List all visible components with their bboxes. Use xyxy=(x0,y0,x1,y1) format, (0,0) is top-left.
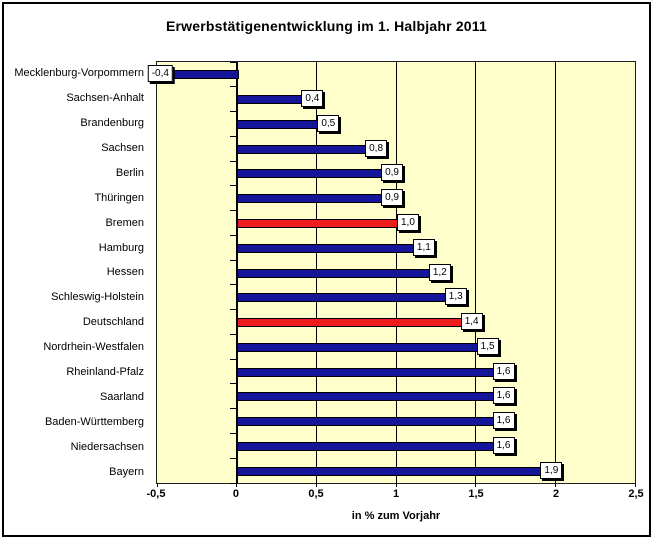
value-axis: -0,5 0 0,5 1 1,5 2 2,5 xyxy=(147,488,644,504)
value-label-brandenburg: 0,5 xyxy=(317,114,340,132)
bar-saarland xyxy=(236,392,494,402)
value-label-bayern: 1,9 xyxy=(540,461,563,479)
value-axis-tick xyxy=(236,483,238,487)
category-tick xyxy=(229,160,236,162)
category-label-sachsen: Sachsen xyxy=(101,142,144,155)
category-tick xyxy=(229,259,236,261)
value-label-berlin: 0,9 xyxy=(381,164,403,182)
category-axis: Mecklenburg-Vorpommern Sachsen-Anhalt Bran… xyxy=(8,61,150,484)
bar-bayern xyxy=(236,466,542,476)
category-tick xyxy=(229,333,236,335)
category-label-berlin: Berlin xyxy=(115,166,144,179)
category-label-hamburg: Hamburg xyxy=(98,241,144,254)
value-label-thüringen: 0,9 xyxy=(381,189,403,207)
category-label-deutschland: Deutschland xyxy=(82,316,144,329)
xtick-label--0-5: -0,5 xyxy=(146,488,166,500)
category-label-brandenburg: Brandenburg xyxy=(80,117,144,130)
value-label-baden-württemberg: 1,6 xyxy=(492,412,515,430)
category-tick xyxy=(229,358,236,360)
bar-mecklenburg-vorpommern xyxy=(172,70,239,80)
bar-schleswig-holstein xyxy=(236,293,446,303)
bar-brandenburg xyxy=(236,119,319,129)
value-label-rheinland-pfalz: 1,6 xyxy=(492,362,515,380)
value-label-hamburg: 1,1 xyxy=(412,238,435,256)
category-label-thüringen: Thüringen xyxy=(94,191,144,204)
category-tick xyxy=(229,210,236,212)
value-axis-tick xyxy=(315,483,317,487)
x-axis-title: in % zum Vorjahr xyxy=(351,510,441,522)
category-tick xyxy=(229,185,236,187)
xtick-label-2-5: 2,5 xyxy=(628,488,644,500)
category-label-hessen: Hessen xyxy=(106,266,144,279)
bar-baden-württemberg xyxy=(236,417,494,427)
bar-bremen xyxy=(236,218,398,228)
category-tick xyxy=(229,86,236,88)
category-tick xyxy=(229,482,236,484)
category-tick xyxy=(229,234,236,236)
xtick-label-1: 1 xyxy=(392,488,400,500)
category-label-bremen: Bremen xyxy=(105,216,144,229)
category-tick xyxy=(229,383,236,385)
category-tick xyxy=(229,111,236,113)
value-axis-tick xyxy=(475,483,477,487)
bar-sachsen-anhalt xyxy=(236,95,303,105)
value-label-nordrhein-westfalen: 1,5 xyxy=(476,337,499,355)
value-axis-tick xyxy=(634,483,636,487)
xtick-label-1-5: 1,5 xyxy=(468,488,484,500)
bar-nordrhein-westfalen xyxy=(236,342,478,352)
bar-berlin xyxy=(236,169,383,179)
value-label-mecklenburg-vorpommern: -0,4 xyxy=(147,65,173,83)
category-label-baden-württemberg: Baden-Württemberg xyxy=(44,415,144,428)
category-label-saarland: Saarland xyxy=(99,390,144,403)
gridline xyxy=(475,62,477,483)
category-tick xyxy=(229,457,236,459)
xtick-label-0-5: 0,5 xyxy=(308,488,324,500)
category-label-nordrhein-westfalen: Nordrhein-Westfalen xyxy=(43,341,144,354)
category-tick xyxy=(229,309,236,311)
category-tick xyxy=(229,408,236,410)
value-label-schleswig-holstein: 1,3 xyxy=(444,288,467,306)
category-label-bayern: Bayern xyxy=(109,465,144,478)
category-label-schleswig-holstein: Schleswig-Holstein xyxy=(51,291,144,304)
xtick-label-2: 2 xyxy=(552,488,560,500)
category-tick xyxy=(229,432,236,434)
gridline xyxy=(554,62,556,483)
bar-sachsen xyxy=(236,144,367,154)
bar-hamburg xyxy=(236,243,414,253)
value-axis-tick xyxy=(554,483,556,487)
value-label-saarland: 1,6 xyxy=(492,387,515,405)
category-tick xyxy=(229,284,236,286)
value-label-sachsen-anhalt: 0,4 xyxy=(301,90,324,108)
value-label-bremen: 1,0 xyxy=(397,213,419,231)
value-label-deutschland: 1,4 xyxy=(460,313,483,331)
value-axis-tick xyxy=(395,483,397,487)
category-tick xyxy=(229,61,236,63)
value-axis-tick xyxy=(156,483,158,487)
value-label-niedersachsen: 1,6 xyxy=(492,436,515,454)
category-label-sachsen-anhalt: Sachsen-Anhalt xyxy=(66,92,144,105)
bar-hessen xyxy=(236,268,430,278)
chart-title: Erwerbstätigenentwicklung im 1. Halbjahr… xyxy=(166,18,487,34)
bar-niedersachsen xyxy=(236,441,494,451)
plot-area: -0,4 0,4 0,5 0,8 0,9 0,9 1,0 1,1 1,2 1,3 1,4 1,5 1,6… xyxy=(147,61,636,487)
category-tick xyxy=(229,135,236,137)
category-label-mecklenburg-vorpommern: Mecklenburg-Vorpommern xyxy=(14,67,144,80)
category-label-niedersachsen: Niedersachsen xyxy=(70,440,144,453)
bar-thüringen xyxy=(236,194,383,204)
value-label-sachsen: 0,8 xyxy=(365,139,388,157)
category-label-rheinland-pfalz: Rheinland-Pfalz xyxy=(66,366,144,379)
xtick-label-0: 0 xyxy=(232,488,240,500)
bar-rheinland-pfalz xyxy=(236,367,494,377)
bar-deutschland xyxy=(236,318,462,328)
value-label-hessen: 1,2 xyxy=(428,263,451,281)
